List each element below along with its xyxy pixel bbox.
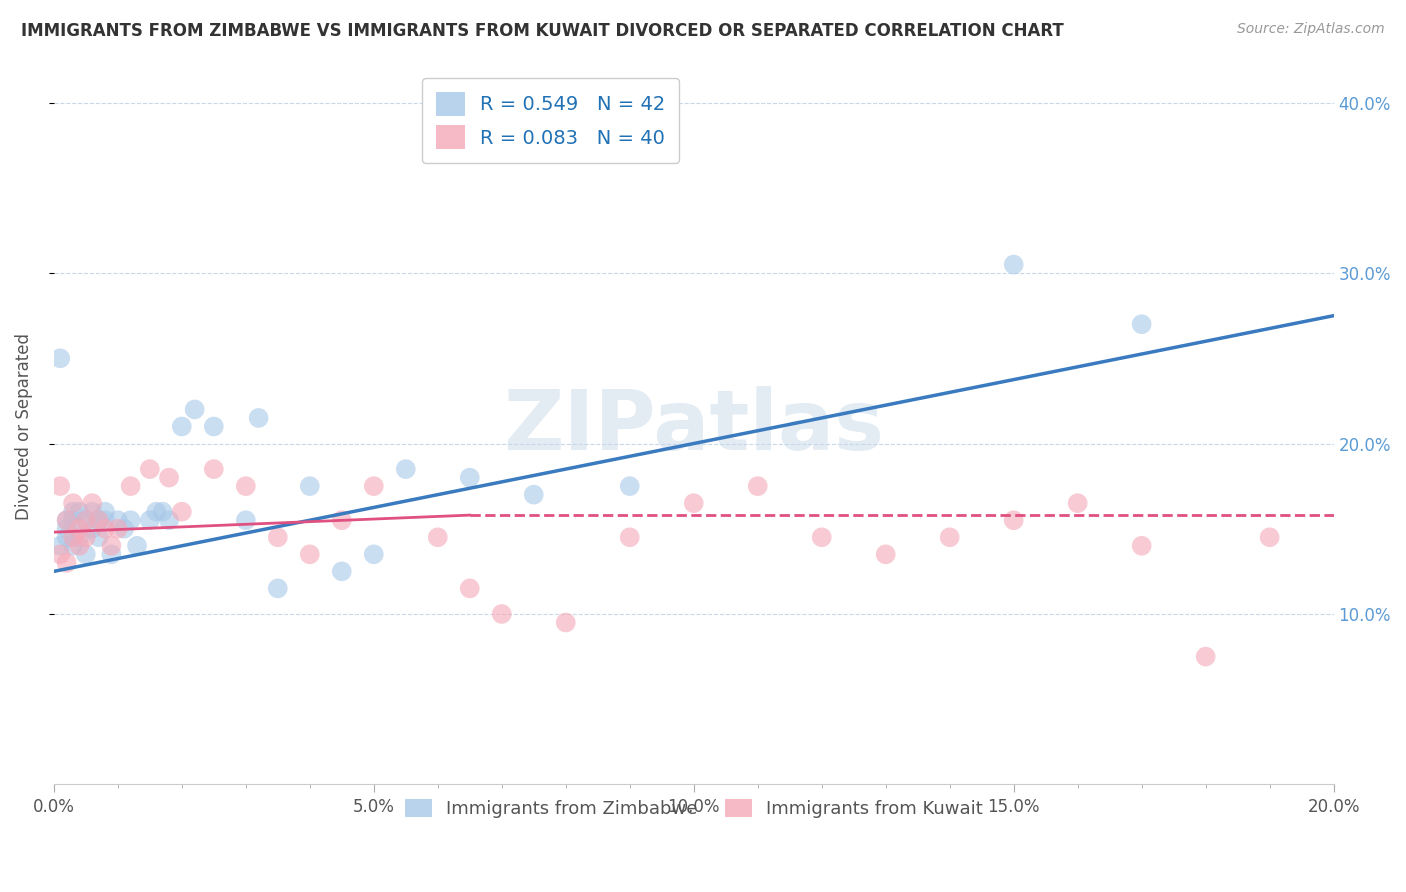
Point [1002, 258, 1025, 272]
Point [363, 479, 385, 493]
Point [67, 522, 90, 536]
Point [87, 530, 110, 544]
Point [202, 419, 225, 434]
Point [235, 479, 257, 493]
Point [62, 539, 84, 553]
Point [62, 513, 84, 527]
Point [67, 539, 90, 553]
Point [75, 513, 97, 527]
Point [107, 522, 129, 536]
Point [112, 522, 135, 536]
Point [120, 513, 142, 527]
Point [810, 530, 832, 544]
Point [75, 547, 97, 561]
Point [62, 530, 84, 544]
Point [267, 582, 290, 596]
Point [55, 522, 77, 536]
Point [619, 479, 641, 493]
Point [1258, 530, 1281, 544]
Point [82, 496, 104, 510]
Point [747, 479, 769, 493]
Point [67, 530, 90, 544]
Point [49, 479, 72, 493]
Point [157, 470, 180, 484]
Point [1066, 496, 1088, 510]
Point [49, 351, 72, 366]
Point [458, 470, 481, 484]
Point [395, 462, 418, 476]
Point [170, 505, 193, 519]
Y-axis label: Divorced or Separated: Divorced or Separated [15, 333, 32, 520]
Point [1130, 317, 1153, 331]
Point [87, 513, 110, 527]
Point [94, 522, 117, 536]
Point [55, 530, 77, 544]
Point [157, 513, 180, 527]
Point [75, 530, 97, 544]
Point [94, 513, 117, 527]
Point [298, 479, 321, 493]
Point [363, 547, 385, 561]
Point [875, 547, 897, 561]
Point [55, 556, 77, 570]
Point [62, 496, 84, 510]
Point [107, 513, 129, 527]
Point [1195, 649, 1218, 664]
Point [55, 513, 77, 527]
Legend: Immigrants from Zimbabwe, Immigrants from Kuwait: Immigrants from Zimbabwe, Immigrants fro… [398, 792, 990, 825]
Point [267, 530, 290, 544]
Point [247, 411, 270, 425]
Point [49, 539, 72, 553]
Point [49, 547, 72, 561]
Point [75, 513, 97, 527]
Text: ZIPatlas: ZIPatlas [503, 386, 884, 467]
Point [67, 505, 90, 519]
Point [62, 505, 84, 519]
Point [202, 462, 225, 476]
Point [554, 615, 576, 630]
Point [125, 539, 148, 553]
Point [87, 513, 110, 527]
Point [1130, 539, 1153, 553]
Point [330, 565, 353, 579]
Point [139, 462, 162, 476]
Point [235, 513, 257, 527]
Point [426, 530, 449, 544]
Point [55, 513, 77, 527]
Point [82, 505, 104, 519]
Point [139, 513, 162, 527]
Point [1002, 513, 1025, 527]
Point [330, 513, 353, 527]
Point [170, 419, 193, 434]
Point [523, 488, 546, 502]
Point [682, 496, 704, 510]
Point [938, 530, 960, 544]
Point [152, 505, 174, 519]
Point [145, 505, 167, 519]
Point [120, 479, 142, 493]
Point [619, 530, 641, 544]
Point [491, 607, 513, 621]
Text: IMMIGRANTS FROM ZIMBABWE VS IMMIGRANTS FROM KUWAIT DIVORCED OR SEPARATED CORRELA: IMMIGRANTS FROM ZIMBABWE VS IMMIGRANTS F… [21, 22, 1064, 40]
Point [94, 505, 117, 519]
Text: Source: ZipAtlas.com: Source: ZipAtlas.com [1237, 22, 1385, 37]
Point [298, 547, 321, 561]
Point [100, 547, 122, 561]
Point [458, 582, 481, 596]
Point [100, 539, 122, 553]
Point [82, 522, 104, 536]
Point [183, 402, 205, 417]
